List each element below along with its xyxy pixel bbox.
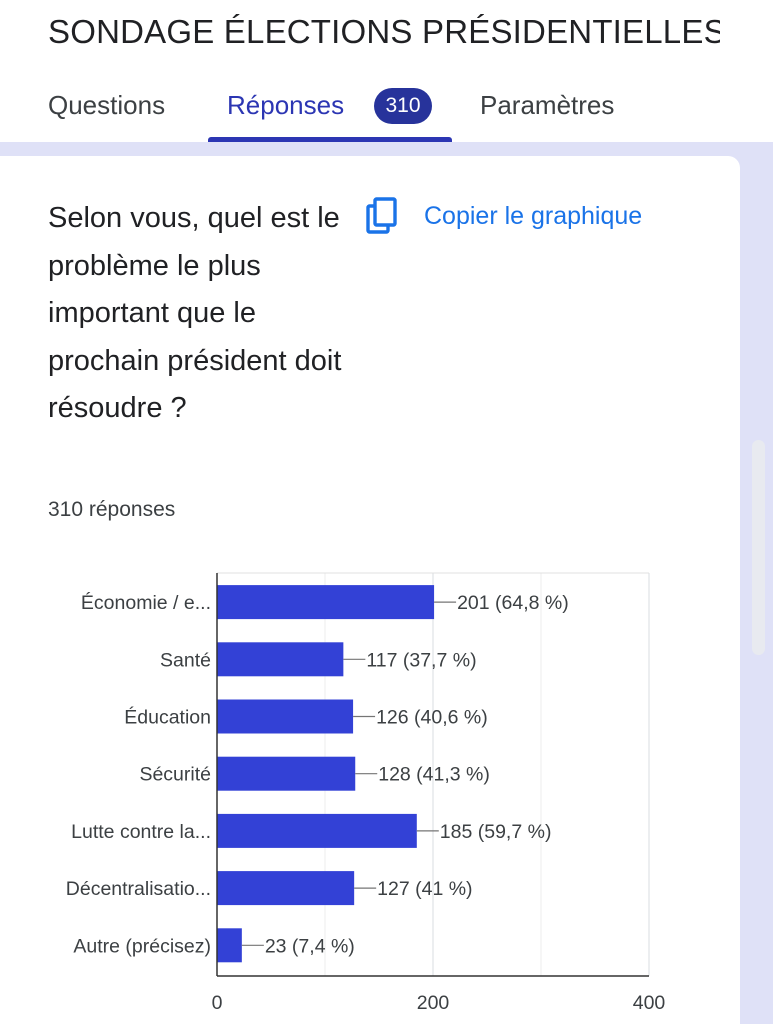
- category-label-0: Économie / e...: [81, 591, 211, 614]
- responses-count-badge: 310: [374, 88, 432, 124]
- bar-1: [217, 642, 344, 677]
- bar-2: [217, 699, 354, 734]
- x-tick-label-0: 0: [212, 992, 223, 1014]
- x-tick-label-2: 400: [633, 992, 666, 1014]
- category-label-5: Décentralisatio...: [66, 878, 211, 900]
- bar-6: [217, 928, 242, 963]
- data-label-6: 23 (7,4 %): [265, 935, 355, 957]
- data-label-4: 185 (59,7 %): [440, 821, 552, 843]
- tab-bar: Questions Réponses 310 Paramètres: [0, 72, 773, 142]
- data-label-3: 128 (41,3 %): [378, 764, 490, 786]
- question-title: Selon vous, quel est le problème le plus…: [48, 202, 342, 424]
- active-tab-indicator: [208, 137, 452, 142]
- x-tick-label-1: 200: [417, 992, 450, 1014]
- form-title: SONDAGE ÉLECTIONS PRÉSIDENTIELLES C: [48, 13, 720, 50]
- copy-chart-label: Copier le graphique: [424, 202, 643, 230]
- tab-responses[interactable]: Réponses 310: [208, 72, 452, 142]
- app-header: SONDAGE ÉLECTIONS PRÉSIDENTIELLES C Ques…: [0, 0, 773, 142]
- category-label-1: Santé: [160, 649, 211, 671]
- bar-0: [217, 585, 435, 620]
- copy-icon: [366, 197, 397, 234]
- category-label-3: Sécurité: [139, 764, 211, 786]
- category-label-6: Autre (précisez): [73, 935, 211, 957]
- bar-5: [217, 871, 355, 906]
- scrollbar-thumb[interactable]: [752, 440, 765, 655]
- copy-chart-button[interactable]: Copier le graphique: [362, 192, 692, 240]
- tab-responses-label: Réponses: [227, 90, 345, 120]
- data-label-5: 127 (41 %): [377, 878, 472, 900]
- category-label-2: Éducation: [124, 706, 211, 729]
- data-label-0: 201 (64,8 %): [457, 592, 569, 614]
- bar-3: [217, 756, 356, 791]
- data-label-2: 126 (40,6 %): [376, 707, 488, 729]
- bar-4: [217, 813, 417, 848]
- bar-chart: 201 (64,8 %) Économie / e... 117 (37,7 %) S…: [66, 572, 666, 1014]
- category-label-4: Lutte contre la...: [71, 821, 211, 843]
- data-label-1: 117 (37,7 %): [366, 649, 476, 671]
- responses-count: 310 réponses: [48, 498, 176, 521]
- tab-questions[interactable]: Questions: [48, 90, 166, 120]
- tab-settings[interactable]: Paramètres: [480, 90, 615, 120]
